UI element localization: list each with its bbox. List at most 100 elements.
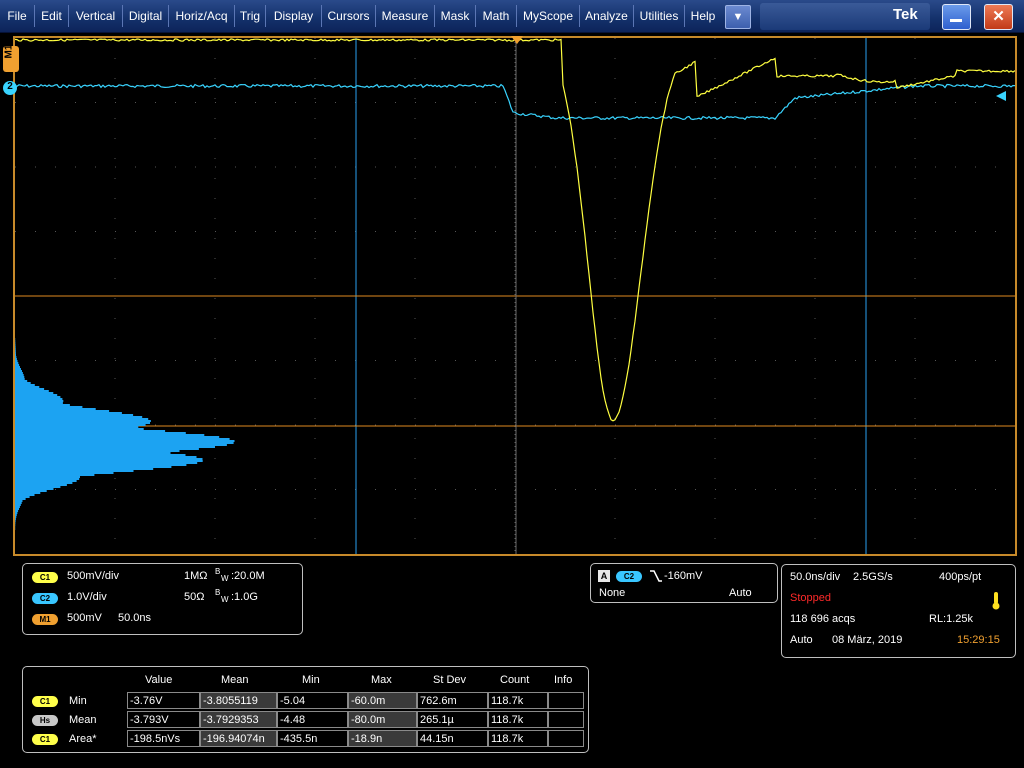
- menu-utilities[interactable]: Utilities: [639, 9, 679, 23]
- record-length: RL:1.25k: [929, 613, 974, 625]
- menu-myscope[interactable]: MyScope: [522, 9, 574, 23]
- cell-min: -5.04: [277, 692, 348, 709]
- menu-separator: [34, 5, 35, 27]
- menu-separator: [579, 5, 580, 27]
- cell-mean: -196.94074n: [200, 730, 277, 747]
- cell-min: -435.5n: [277, 730, 348, 747]
- ch2-marker-label[interactable]: 2: [7, 81, 13, 92]
- chevron-down-icon: ▼: [732, 11, 744, 23]
- c1-bw-sub: W: [221, 574, 229, 583]
- acquisition-panel[interactable]: 50.0ns/div 2.5GS/s 400ps/pt Stopped 118 …: [781, 564, 1016, 658]
- menu-horiz-acq[interactable]: Horiz/Acq: [175, 9, 228, 23]
- header-value: Value: [145, 674, 173, 686]
- menu-analyze[interactable]: Analyze: [585, 9, 628, 23]
- menu-trig[interactable]: Trig: [239, 9, 261, 23]
- trigger-level: -160mV: [664, 570, 703, 582]
- measurement-table[interactable]: Value Mean Min Max St Dev Count Info C1 …: [22, 666, 589, 753]
- ch2-waveform: [15, 83, 1015, 121]
- date: 08 März, 2019: [832, 634, 903, 646]
- c2-bw-sub: W: [221, 595, 229, 604]
- menu-separator: [68, 5, 69, 27]
- cell-stdev: 44.15n: [417, 730, 488, 747]
- trigger-panel[interactable]: A C2 -160mV None Auto: [590, 563, 778, 603]
- menu-separator: [234, 5, 235, 27]
- timebase: 50.0ns/div: [790, 571, 841, 583]
- close-icon: ✕: [992, 8, 1005, 25]
- trigger-sweep: Auto: [729, 587, 752, 599]
- cell-count: 118.7k: [488, 692, 548, 709]
- menu-help[interactable]: Help: [690, 9, 716, 23]
- waveform-display[interactable]: [13, 36, 1017, 556]
- c1-bw-label: B: [215, 567, 221, 576]
- cell-min: -4.48: [277, 711, 348, 728]
- header-min: Min: [302, 674, 320, 686]
- menu-dropdown-button[interactable]: ▼: [725, 5, 751, 29]
- menu-separator: [122, 5, 123, 27]
- c2-coupling: 50Ω: [184, 591, 205, 603]
- menu-separator: [168, 5, 169, 27]
- header-stdev: St Dev: [433, 674, 467, 686]
- cell-value: -3.76V: [127, 692, 200, 709]
- channel-panel[interactable]: C1 500mV/div 1MΩ B W :20.0M C2 1.0V/div …: [22, 563, 303, 635]
- c2-badge[interactable]: C2: [32, 593, 58, 604]
- minimize-button[interactable]: [942, 4, 971, 30]
- cell-info: [548, 692, 584, 709]
- close-button[interactable]: ✕: [984, 4, 1013, 30]
- menu-separator: [434, 5, 435, 27]
- cell-mean: -3.7929353: [200, 711, 277, 728]
- time: 15:29:15: [957, 634, 1000, 646]
- menu-mask[interactable]: Mask: [440, 9, 470, 23]
- header-max: Max: [371, 674, 392, 686]
- minimize-icon: [950, 19, 962, 22]
- m1-scale: 500mV: [67, 612, 102, 624]
- run-status: Stopped: [790, 592, 831, 604]
- trigger-position-marker: [511, 36, 523, 44]
- menu-separator: [475, 5, 476, 27]
- menu-file[interactable]: File: [7, 9, 27, 23]
- cell-count: 118.7k: [488, 730, 548, 747]
- cell-info: [548, 711, 584, 728]
- down-arrow-icon: [511, 36, 523, 44]
- c1-badge[interactable]: C1: [32, 572, 58, 583]
- c1-scale: 500mV/div: [67, 570, 119, 582]
- c2-bw-label: B: [215, 588, 221, 597]
- header-mean: Mean: [221, 674, 249, 686]
- cell-mean: -3.8055119: [200, 692, 277, 709]
- m1-marker-label[interactable]: M1: [3, 44, 15, 59]
- menu-bar: File Edit Vertical Digital Horiz/Acq Tri…: [0, 0, 1024, 33]
- channel-markers: [3, 46, 19, 95]
- row-name: Area*: [69, 733, 97, 745]
- thermometer-icon: [992, 592, 1000, 610]
- cell-stdev: 762.6m: [417, 692, 488, 709]
- row-badge: Hs: [32, 715, 58, 726]
- menu-measure[interactable]: Measure: [381, 9, 429, 23]
- menu-edit[interactable]: Edit: [41, 9, 62, 23]
- cell-stdev: 265.1µ: [417, 711, 488, 728]
- menu-separator: [684, 5, 685, 27]
- header-count: Count: [500, 674, 530, 686]
- menu-separator: [375, 5, 376, 27]
- acquisition-count: 118 696 acqs: [790, 613, 856, 625]
- menu-display[interactable]: Display: [273, 9, 314, 23]
- m1-marker-icon: [3, 46, 19, 72]
- menu-digital[interactable]: Digital: [128, 9, 163, 23]
- amplitude-histogram: [15, 338, 235, 530]
- cell-value: -198.5nVs: [127, 730, 200, 747]
- trigger-source-badge: C2: [616, 571, 642, 582]
- resolution: 400ps/pt: [939, 571, 982, 583]
- c2-scale: 1.0V/div: [67, 591, 107, 603]
- m1-badge[interactable]: M1: [32, 614, 58, 625]
- sample-rate: 2.5GS/s: [853, 571, 893, 583]
- menu-vertical[interactable]: Vertical: [75, 9, 116, 23]
- row-badge: C1: [32, 734, 58, 745]
- row-name: Min: [69, 695, 87, 707]
- ch2-right-marker: [996, 91, 1006, 101]
- trigger-mode-badge: A: [598, 570, 610, 582]
- cell-max: -60.0m: [348, 692, 417, 709]
- menu-cursors[interactable]: Cursors: [327, 9, 370, 23]
- header-info: Info: [554, 674, 573, 686]
- row-name: Mean: [69, 714, 97, 726]
- left-arrow-icon: [996, 91, 1006, 101]
- menu-math[interactable]: Math: [482, 9, 510, 23]
- cell-count: 118.7k: [488, 711, 548, 728]
